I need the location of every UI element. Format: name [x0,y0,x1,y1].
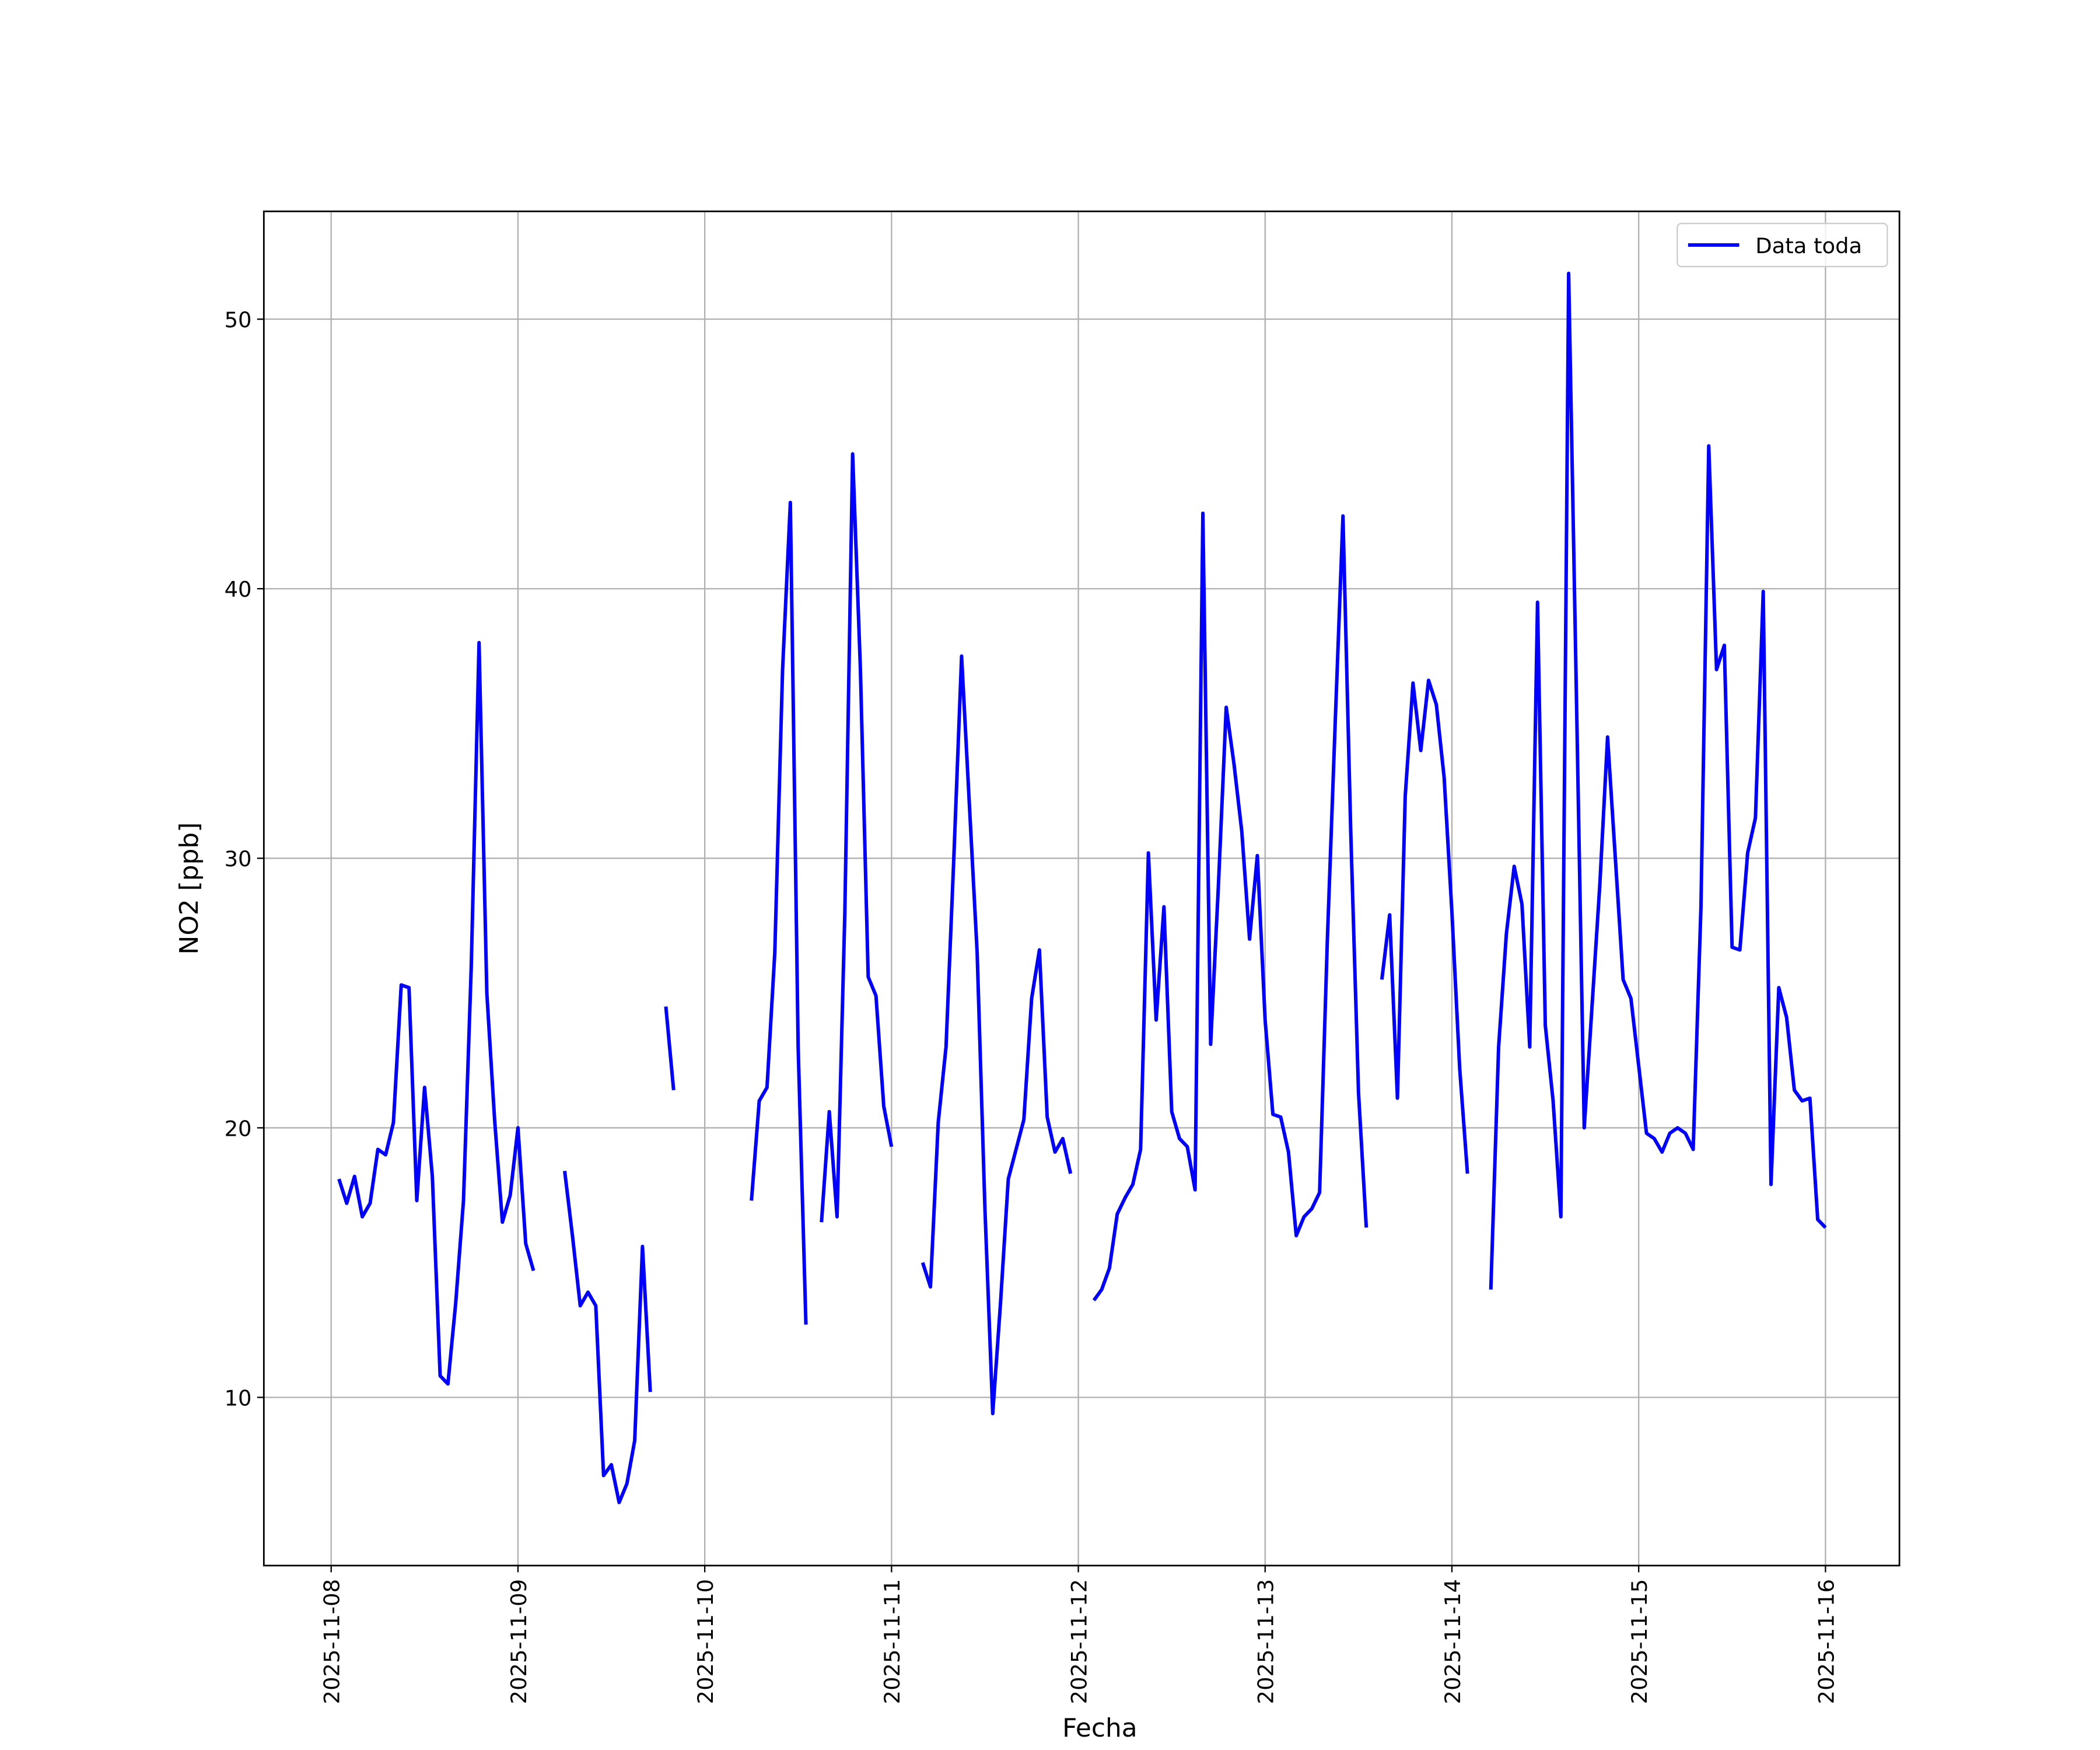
legend-label: Data toda [1755,233,1862,258]
x-tick-label: 2025-11-15 [1627,1579,1652,1704]
plot-frame [262,210,1901,1567]
y-tick-label: 20 [225,1116,252,1141]
ticks: 10 20 30 40 50 2025-11-08 2025-11-09 2025-11-10… [225,307,1839,1704]
y-tick-label: 30 [225,846,252,872]
x-tick-label: 2025-11-10 [693,1579,718,1704]
x-tick-label: 2025-11-13 [1254,1579,1279,1704]
x-tick-label: 2025-11-14 [1440,1579,1465,1704]
legend: Data toda [1676,222,1888,268]
data-line [337,271,1827,1504]
legend-box [1676,222,1888,268]
y-tick-label: 50 [225,307,252,332]
x-axis-label: Fecha [1062,1713,1138,1743]
grid [264,211,1900,1566]
y-axis-label: NO2 [ppb] [174,822,204,955]
x-tick-label: 2025-11-12 [1066,1579,1091,1704]
x-tick-label: 2025-11-09 [506,1579,531,1704]
y-tick-label: 10 [225,1385,252,1410]
x-tick-label: 2025-11-08 [320,1579,345,1704]
y-tick-label: 40 [225,577,252,602]
x-tick-label: 2025-11-16 [1814,1579,1839,1704]
x-tick-label: 2025-11-11 [880,1579,905,1704]
lines [337,271,1827,1504]
